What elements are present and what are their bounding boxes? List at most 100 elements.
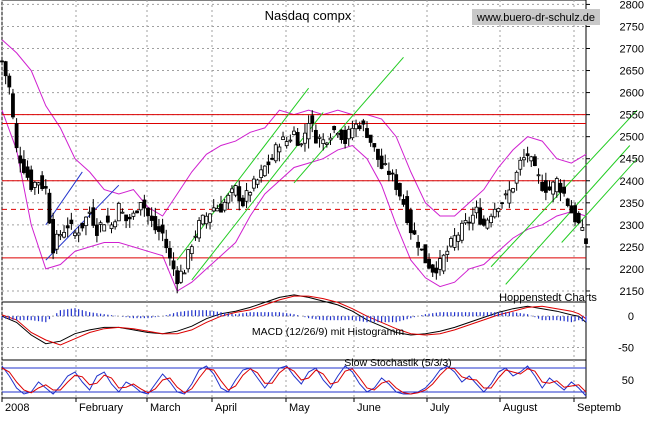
macd-signal-line bbox=[1, 295, 587, 346]
candle-body bbox=[178, 270, 183, 283]
candle-body bbox=[273, 144, 278, 162]
watermark: www.buero-dr-schulz.de bbox=[476, 12, 595, 24]
watermark-box bbox=[472, 9, 600, 25]
candle-body bbox=[54, 233, 59, 250]
candle-body bbox=[109, 224, 114, 229]
candle-body bbox=[251, 178, 256, 189]
x-tick-label: 2008 bbox=[5, 402, 29, 414]
candle-body bbox=[230, 188, 234, 193]
candle-body bbox=[576, 212, 581, 224]
candle-body bbox=[343, 129, 348, 144]
candle-body bbox=[463, 220, 468, 224]
stochastic-d-line bbox=[1, 366, 587, 395]
candle-body bbox=[525, 153, 530, 157]
y-tick-label: 2750 bbox=[620, 21, 644, 33]
candle-body bbox=[332, 126, 337, 131]
candle-body bbox=[547, 186, 552, 191]
candle-body bbox=[102, 224, 107, 232]
candle-body bbox=[21, 159, 26, 173]
candle-body bbox=[120, 211, 125, 214]
candle-body bbox=[146, 207, 150, 217]
candle-body bbox=[65, 225, 70, 229]
candle-body bbox=[518, 159, 523, 170]
candle-body bbox=[357, 125, 362, 130]
candle-body bbox=[131, 212, 136, 217]
candle-body bbox=[529, 156, 534, 162]
macd-label: MACD (12/26/9) mit Histogramm bbox=[252, 326, 405, 338]
candle-body bbox=[204, 215, 209, 225]
y-tick-label: 2150 bbox=[620, 286, 644, 298]
candle-body bbox=[492, 208, 497, 218]
candle-body bbox=[58, 234, 63, 237]
candle-body bbox=[401, 199, 406, 205]
candle-body bbox=[346, 128, 351, 140]
candle-body bbox=[569, 205, 574, 214]
candle-body bbox=[226, 194, 231, 204]
candle-body bbox=[62, 231, 66, 238]
candle-body bbox=[277, 146, 282, 153]
candle-body bbox=[416, 241, 421, 248]
candle-body bbox=[310, 115, 315, 124]
candle-body bbox=[142, 199, 147, 209]
candle-body bbox=[262, 165, 267, 177]
candle-body bbox=[580, 227, 585, 231]
candle-body bbox=[339, 129, 344, 140]
candle-body bbox=[91, 207, 96, 226]
candle-body bbox=[51, 218, 55, 254]
candle-body bbox=[160, 224, 165, 234]
stochastic-tick-label: 50 bbox=[622, 375, 634, 387]
y-tick-label: 2500 bbox=[620, 132, 644, 144]
candle-body bbox=[284, 141, 289, 147]
candle-body bbox=[189, 246, 194, 255]
candle-body bbox=[584, 238, 588, 244]
candle-body bbox=[438, 258, 442, 270]
candle-body bbox=[87, 211, 92, 214]
candle-body bbox=[3, 61, 8, 77]
candle-body bbox=[36, 182, 41, 186]
candle-body bbox=[113, 221, 118, 228]
trend-channel-line bbox=[191, 112, 324, 281]
candle-body bbox=[157, 226, 161, 232]
candle-body bbox=[361, 120, 366, 125]
candle-body bbox=[240, 197, 245, 207]
y-tick-label: 2600 bbox=[620, 88, 644, 100]
stochastic-label: Slow Stochastik (5/3/3) bbox=[344, 357, 451, 369]
candle-body bbox=[248, 192, 253, 196]
candle-body bbox=[456, 234, 461, 242]
x-tick-label: March bbox=[150, 402, 181, 414]
candle-body bbox=[200, 214, 205, 225]
candle-body bbox=[558, 182, 563, 193]
candle-body bbox=[182, 272, 187, 275]
candle-body bbox=[306, 123, 311, 140]
candle-body bbox=[186, 249, 191, 270]
candle-body bbox=[197, 220, 202, 239]
candle-body bbox=[321, 139, 326, 144]
trend-channel-line bbox=[293, 56, 404, 184]
candle-body bbox=[259, 169, 264, 178]
candle-body bbox=[317, 136, 322, 139]
candle-body bbox=[503, 193, 508, 196]
y-tick-label: 2350 bbox=[620, 198, 644, 210]
trend-channel-line bbox=[505, 145, 631, 285]
candle-body bbox=[208, 213, 212, 223]
candle-body bbox=[441, 254, 446, 272]
candle-body bbox=[95, 224, 99, 236]
candle-body bbox=[124, 214, 128, 222]
x-tick-label: July bbox=[430, 402, 450, 414]
candle-body bbox=[419, 248, 424, 251]
y-tick-label: 2800 bbox=[620, 0, 644, 11]
candle-body bbox=[14, 123, 19, 149]
candle-body bbox=[222, 201, 227, 211]
candle-body bbox=[164, 238, 169, 249]
candle-body bbox=[394, 174, 399, 190]
y-tick-label: 2250 bbox=[620, 242, 644, 254]
candle-body bbox=[573, 205, 577, 223]
candle-body bbox=[372, 143, 377, 148]
candle-body bbox=[127, 216, 132, 220]
candle-body bbox=[565, 198, 570, 206]
candle-body bbox=[470, 214, 475, 224]
y-tick-label: 2650 bbox=[620, 66, 644, 78]
stochastic-k-line bbox=[1, 365, 587, 397]
candle-body bbox=[474, 206, 479, 214]
macd-tick-label: -50 bbox=[618, 342, 634, 354]
